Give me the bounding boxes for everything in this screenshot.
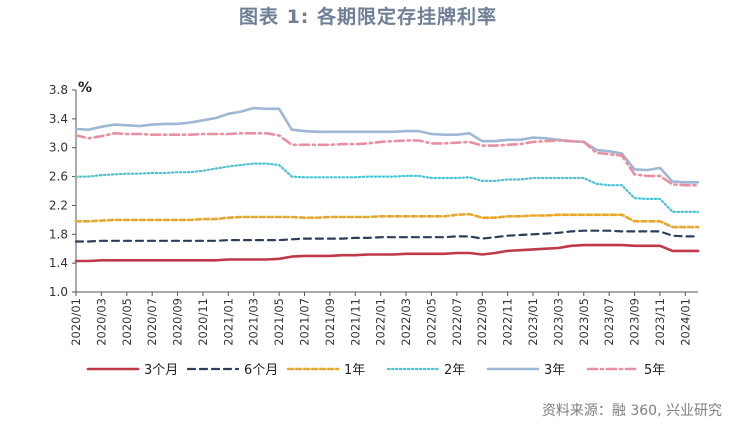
x-tick-label: 2020/11 [196,298,210,346]
series-line-3 [74,212,700,229]
x-tick-label: 2020/05 [120,298,134,346]
y-tick-label: 3.8 [49,83,68,97]
series-line-2 [74,229,700,243]
chart-legend: 3个月 6个月 1年 2年 3年 5年 [86,363,665,378]
x-tick-label: 2022/09 [475,298,489,346]
legend-label: 3个月 [144,363,178,378]
series-line-4 [74,162,700,213]
legend-label: 6个月 [244,363,278,378]
source-note: 资料来源：融 360, 兴业研究 [541,403,722,419]
chart-axes: 1.0 1.4 1.8 2.2 2.6 3.0 3.4 3.8 % 2020/01 2020/03 2… [49,80,698,346]
x-tick-label: 2023/03 [551,298,565,346]
x-tick-label: 2022/11 [501,298,515,346]
y-tick-label: 3.0 [49,141,68,155]
series-line-1 [74,243,700,263]
legend-label: 5年 [644,363,665,378]
x-tick-label: 2022/07 [450,298,464,346]
y-tick-label: 2.6 [49,170,68,184]
x-tick-label: 2022/03 [399,298,413,346]
chart-title: 图表 1: 各期限定存挂牌利率 [238,6,498,28]
x-tick-label: 2022/05 [424,298,438,346]
x-tick-label: 2023/07 [602,298,616,346]
x-tick-label: 2021/07 [297,298,311,346]
x-tick-label: 2021/05 [272,298,286,346]
x-tick-label: 2024/01 [678,298,692,346]
y-tick-label: 1.4 [49,256,68,270]
x-tick-label: 2020/07 [145,298,159,346]
series-line-5 [74,106,700,184]
legend-label: 2年 [444,363,465,378]
x-tick-label: 2023/05 [577,298,591,346]
legend-label: 3年 [544,363,565,378]
x-tick-label: 2022/01 [374,298,388,346]
y-tick-label: 1.8 [49,227,68,241]
legend-label: 1年 [344,363,365,378]
x-tick-label: 2023/09 [628,298,642,346]
y-tick-label: 3.4 [49,112,68,126]
x-tick-label: 2021/03 [247,298,261,346]
x-tick-label: 2021/11 [348,298,362,346]
x-tick-label: 2021/01 [221,298,235,346]
x-tick-label: 2020/03 [94,298,108,346]
x-tick-label: 2020/01 [69,298,83,346]
y-tick-label: 1.0 [49,285,68,299]
y-tick-label: 2.2 [49,198,68,212]
series-line-6 [74,132,700,187]
chart-series-layer [74,106,700,263]
x-tick-label: 2021/09 [323,298,337,346]
y-unit-label: % [78,80,92,96]
x-tick-label: 2020/09 [171,298,185,346]
x-tick-label: 2023/01 [526,298,540,346]
x-tick-label: 2023/11 [653,298,667,346]
